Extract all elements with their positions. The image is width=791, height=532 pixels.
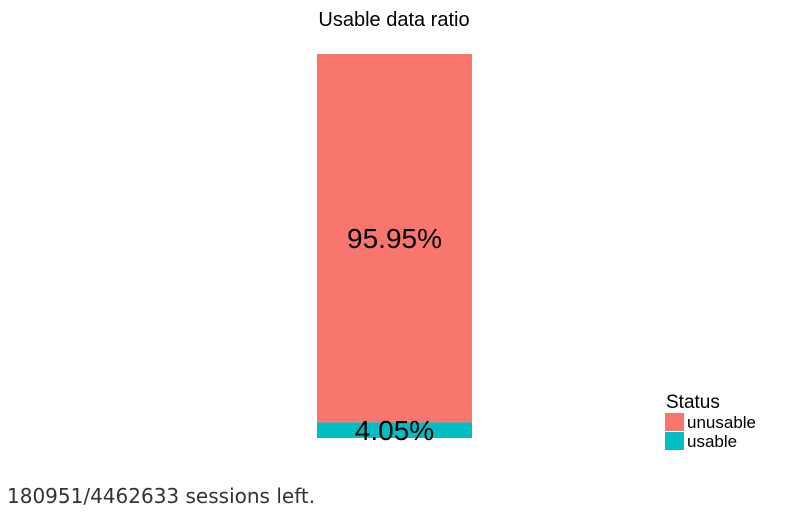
legend-swatch-unusable: [665, 413, 684, 431]
stacked-bar-chart: Usable data ratio 4.05% 95.95% Status unu…: [317, 9, 756, 451]
sessions-caption: 180951/4462633 sessions left.: [7, 484, 316, 508]
bar-stack: [317, 54, 472, 438]
bar-labels: 4.05% 95.95%: [347, 223, 442, 446]
bar-label-unusable: 95.95%: [347, 223, 442, 254]
legend-label-unusable: unusable: [687, 413, 756, 432]
bar-segment-unusable: [317, 54, 472, 423]
chart-title: Usable data ratio: [318, 9, 469, 31]
legend-swatch-usable: [665, 432, 684, 450]
chart-container: Usable data ratio 4.05% 95.95% Status unu…: [317, 9, 756, 451]
bar-label-usable: 4.05%: [355, 415, 434, 446]
bar-segment-usable: [317, 422, 472, 438]
legend-label-usable: usable: [687, 432, 737, 451]
legend-title: Status: [666, 392, 720, 413]
